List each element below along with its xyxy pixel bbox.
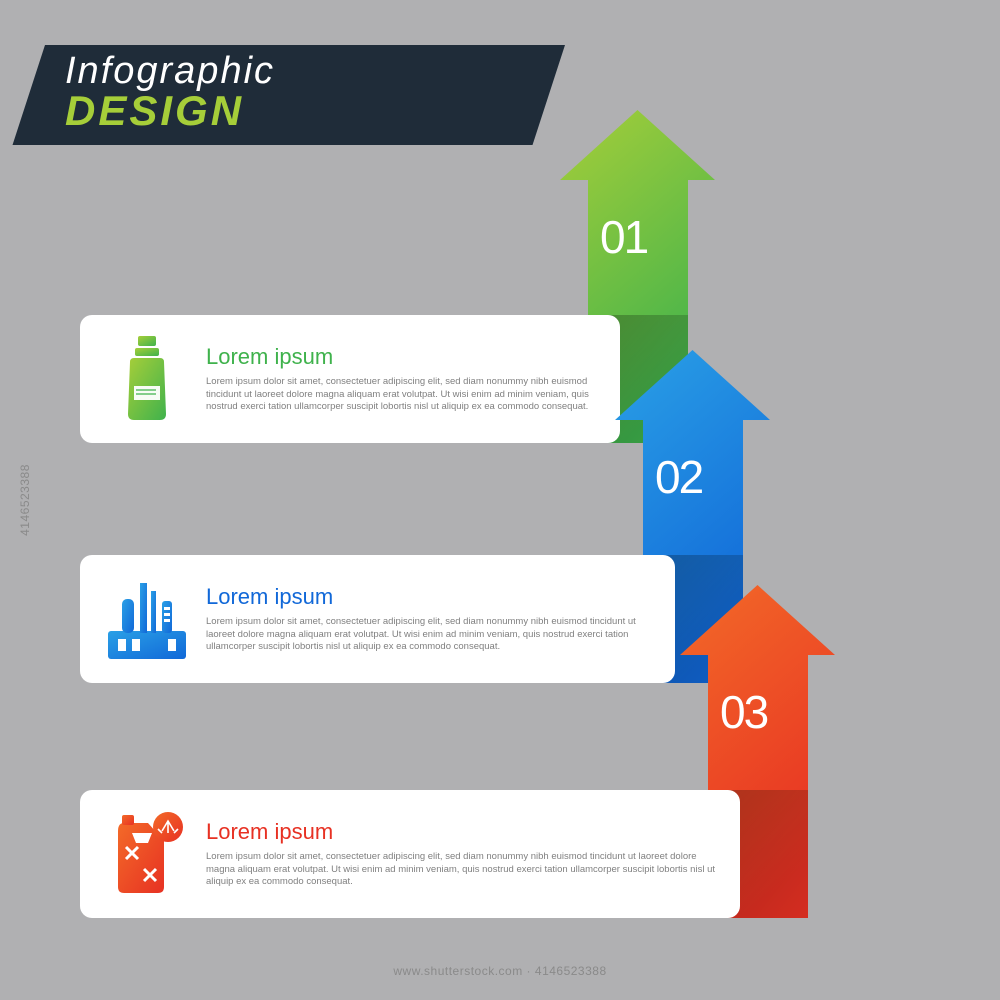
card-body-2: Lorem ipsum dolor sit amet, consectetuer… (206, 616, 653, 654)
info-card-2: Lorem ipsum Lorem ipsum dolor sit amet, … (80, 555, 675, 683)
info-card-1: Lorem ipsum Lorem ipsum dolor sit amet, … (80, 315, 620, 443)
header-line2: DESIGN (65, 87, 275, 135)
card-text-3: Lorem ipsum Lorem ipsum dolor sit amet, … (192, 819, 718, 889)
watermark-left: 4146523388 (18, 464, 32, 536)
factory-icon (102, 577, 192, 661)
card-body-1: Lorem ipsum dolor sit amet, consectetuer… (206, 376, 598, 414)
card-body-3: Lorem ipsum dolor sit amet, consectetuer… (206, 851, 718, 889)
step-number-1: 01 (600, 210, 647, 264)
header-title: Infographic DESIGN (65, 50, 275, 135)
canister-icon (102, 811, 192, 897)
info-card-3: Lorem ipsum Lorem ipsum dolor sit amet, … (80, 790, 740, 918)
step-number-3: 03 (720, 685, 767, 739)
bottle-icon (102, 334, 192, 424)
step-number-2: 02 (655, 450, 702, 504)
watermark-bottom: www.shutterstock.com · 4146523388 (0, 964, 1000, 978)
card-text-2: Lorem ipsum Lorem ipsum dolor sit amet, … (192, 584, 653, 654)
card-title-1: Lorem ipsum (206, 344, 598, 370)
card-text-1: Lorem ipsum Lorem ipsum dolor sit amet, … (192, 344, 598, 414)
card-title-2: Lorem ipsum (206, 584, 653, 610)
card-title-3: Lorem ipsum (206, 819, 718, 845)
